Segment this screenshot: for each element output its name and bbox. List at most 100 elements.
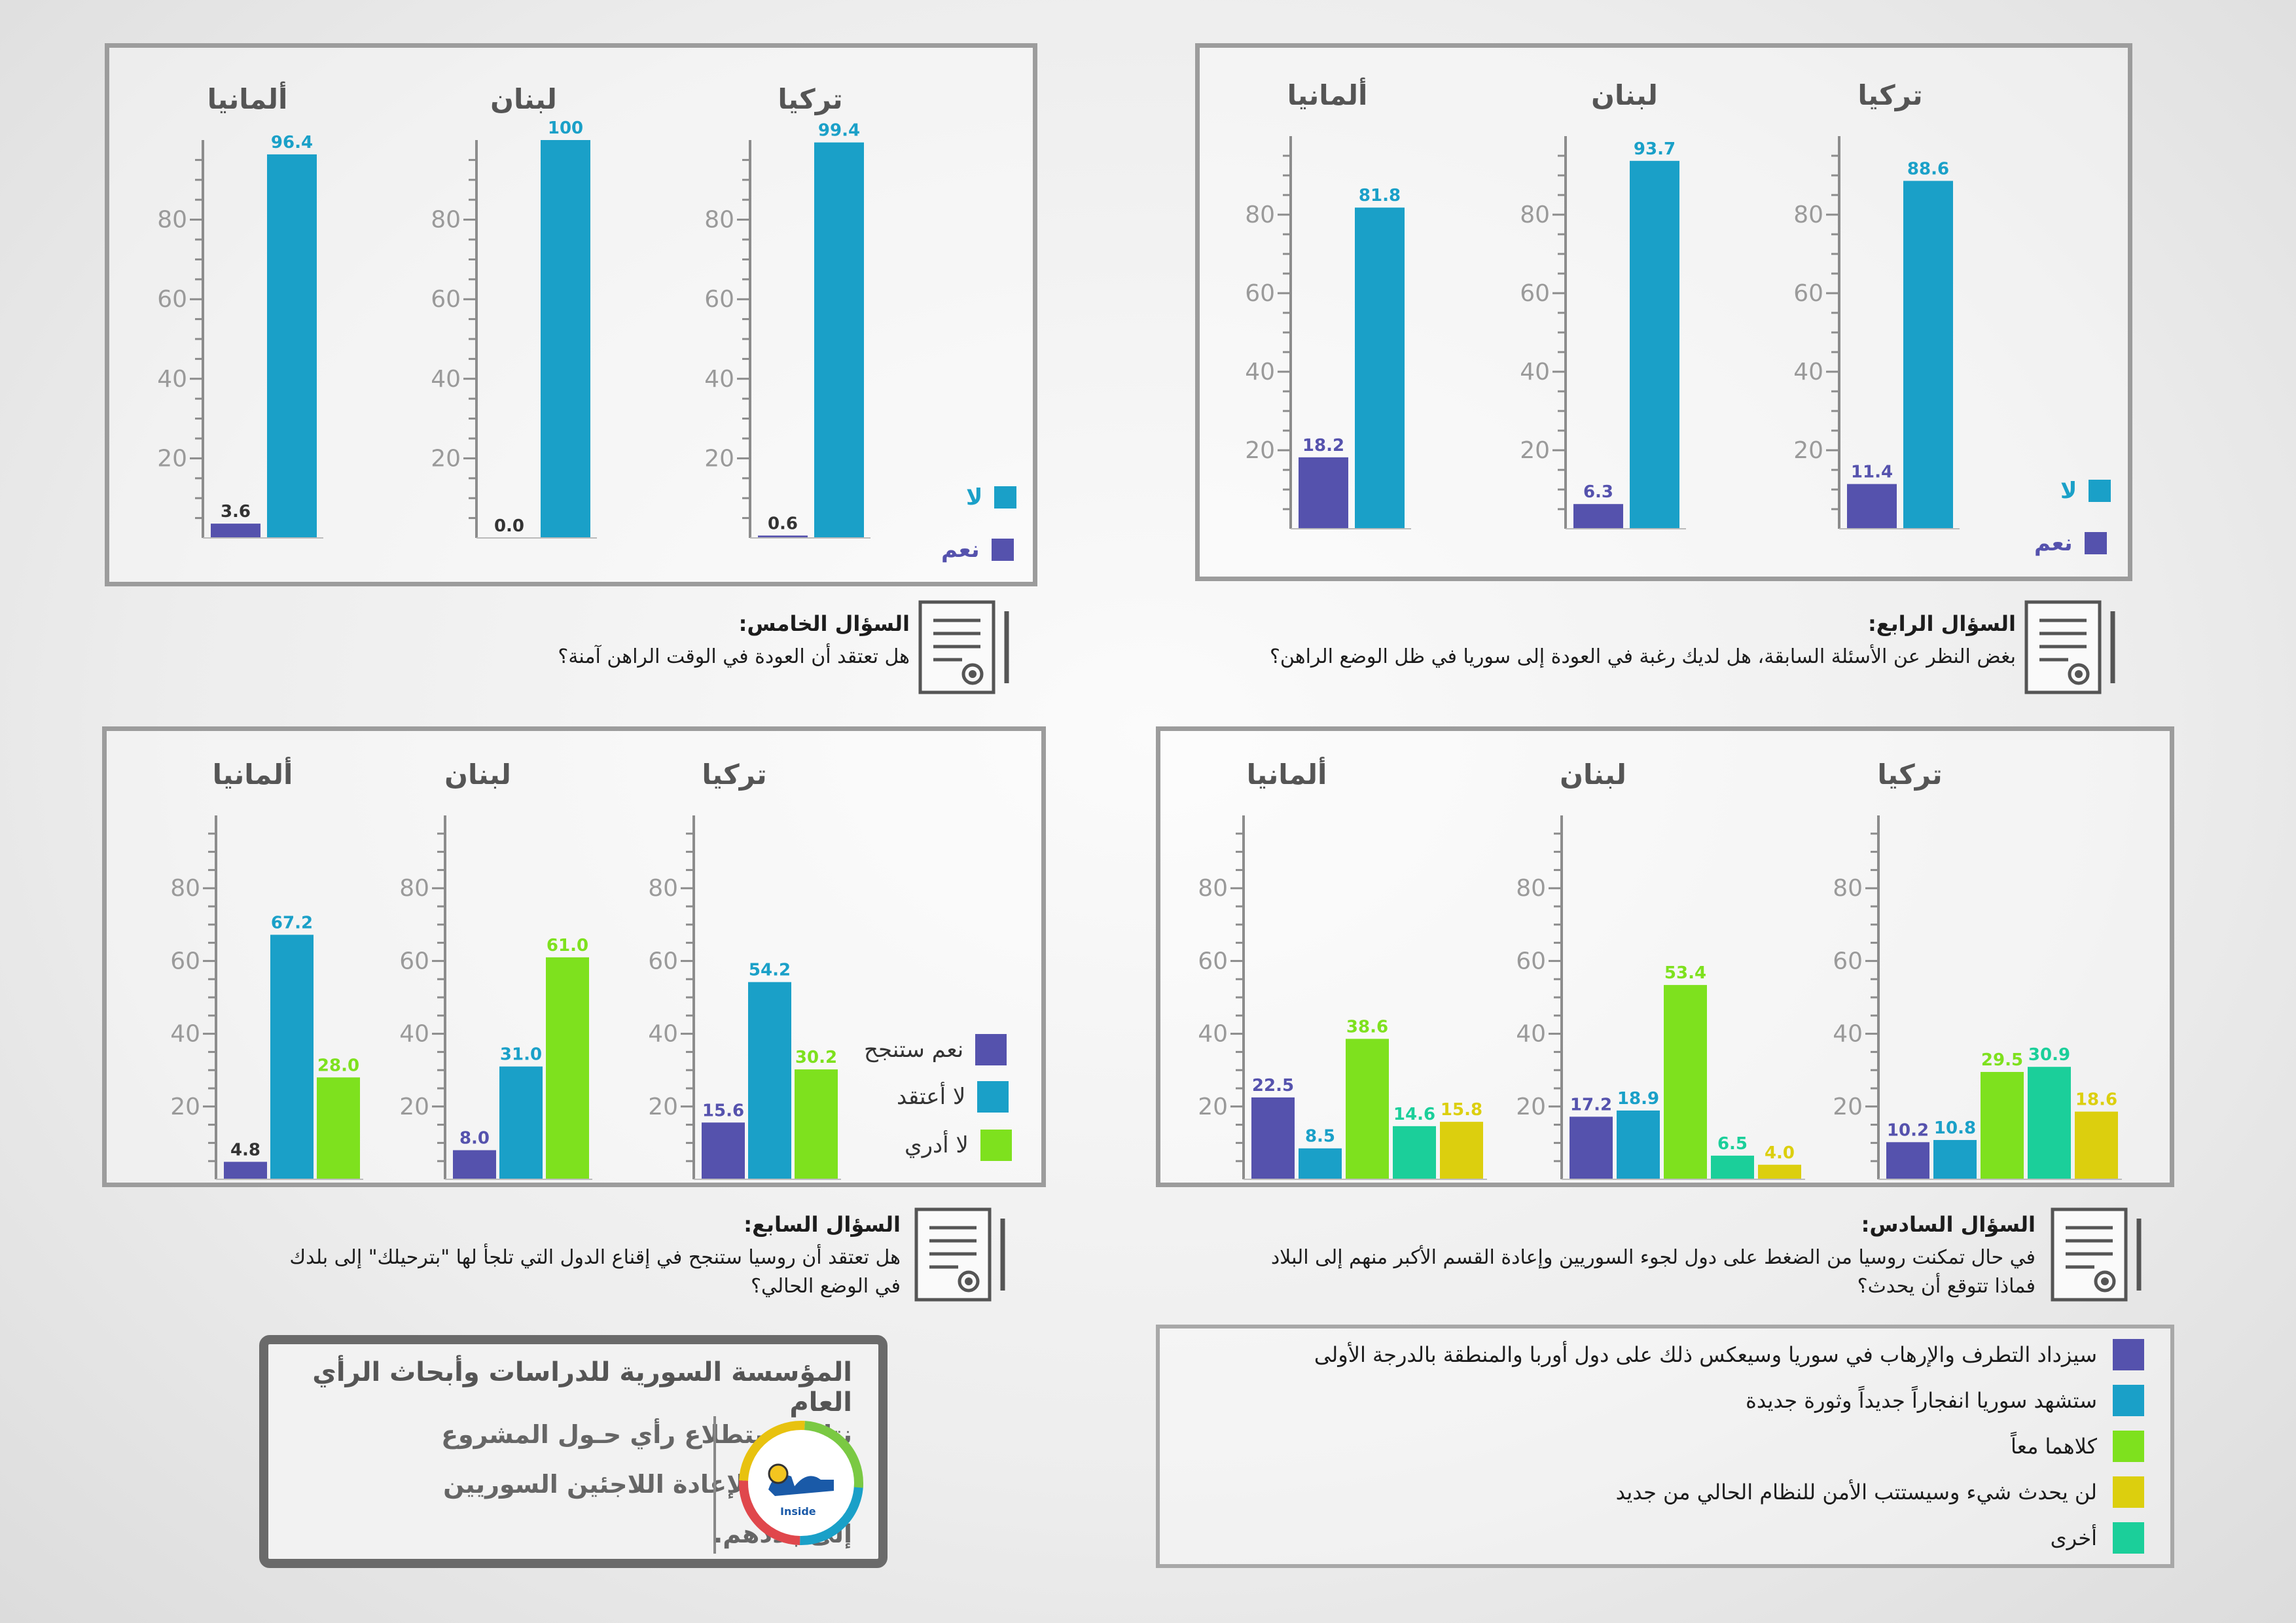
legend-label: سيزداد التطرف والإرهاب في سوريا وسيعكس ذ… [1314, 1342, 2097, 1367]
bar [1570, 1116, 1613, 1179]
data-label: 18.9 [1617, 1089, 1659, 1109]
legend-label: لن يحدث شيء وسيستتب الأمن للنظام الحالي … [1615, 1480, 2097, 1505]
tick-label: 60 [1833, 948, 1863, 974]
data-label: 3.6 [221, 502, 251, 522]
legend-q6-item: سيزداد التطرف والإرهاب في سوريا وسيعكس ذ… [1314, 1339, 2144, 1370]
tick-label: 40 [399, 1021, 429, 1048]
data-label: 99.4 [818, 121, 860, 141]
bar [758, 535, 808, 538]
tick-label: 80 [431, 207, 461, 234]
question-title: السؤال السادس: [1861, 1212, 2036, 1237]
legend-q6: سيزداد التطرف والإرهاب في سوريا وسيعكس ذ… [1156, 1325, 2174, 1568]
country-label: ألمانيا [1247, 757, 1327, 791]
tick-label: 60 [431, 286, 461, 313]
tick-label: 80 [704, 207, 734, 234]
tick-label: 60 [648, 948, 678, 974]
tick-label: 60 [1198, 948, 1228, 974]
tick-label: 40 [170, 1021, 200, 1048]
caption-q6: السؤال السادس: في حال تمكنت روسيا من الض… [1191, 1212, 2036, 1301]
data-label: 30.9 [2028, 1045, 2070, 1065]
tick-label: 80 [1198, 875, 1228, 902]
panel-q7 [102, 726, 1046, 1187]
bar [1886, 1142, 1929, 1179]
data-label: 54.2 [749, 961, 791, 980]
legend-q4-yes: نعم [2034, 530, 2107, 556]
bar [211, 524, 260, 538]
data-label: 0.6 [768, 514, 798, 533]
legend-q4-no: لا [2060, 478, 2111, 504]
tick-label: 80 [1520, 202, 1550, 228]
country-label: ألمانيا [207, 81, 288, 115]
bar [795, 1069, 838, 1179]
bar [1573, 504, 1623, 529]
tick-label: 60 [1520, 280, 1550, 307]
document-icon [2049, 1205, 2147, 1306]
country-label: تركيا [778, 83, 842, 116]
country-label: ألمانيا [213, 757, 293, 791]
bar [1664, 985, 1707, 1179]
legend-swatch-blue [977, 1081, 1009, 1113]
bar [1617, 1110, 1660, 1179]
bar [546, 957, 589, 1179]
data-label: 6.5 [1717, 1134, 1748, 1154]
tick-label: 60 [399, 948, 429, 974]
data-label: 18.2 [1302, 436, 1344, 455]
bar [1981, 1071, 2024, 1179]
tick-label: 60 [157, 286, 187, 313]
country-label: لبنان [490, 83, 557, 115]
country-label: لبنان [444, 758, 511, 791]
caption-q4: السؤال الرابع: بغض النظر عن الأسئلة السا… [1152, 611, 2016, 671]
tick-label: 60 [1245, 280, 1275, 307]
legend-q6-item: أخرى [2051, 1522, 2144, 1554]
data-label: 29.5 [1981, 1050, 2023, 1070]
data-label: 30.2 [795, 1048, 837, 1067]
tick-label: 20 [431, 445, 461, 472]
legend-swatch [2113, 1476, 2144, 1508]
data-label: 17.2 [1570, 1095, 1612, 1115]
tick-label: 80 [1516, 875, 1546, 902]
bar [453, 1150, 496, 1179]
bar [499, 1066, 543, 1179]
tick-label: 20 [399, 1094, 429, 1120]
data-label: 11.4 [1851, 463, 1893, 482]
caption-q5: السؤال الخامس: هل تعتقد أن العودة في الو… [380, 611, 910, 671]
data-label: 4.8 [230, 1140, 260, 1160]
bar [1346, 1039, 1389, 1179]
organization-box: المؤسسة السورية للدراسات وأبحاث الرأي ال… [259, 1335, 888, 1568]
tick-label: 40 [1520, 359, 1550, 385]
tick-label: 20 [1833, 1094, 1863, 1120]
tick-label: 40 [1245, 359, 1275, 385]
legend-swatch [2113, 1385, 2144, 1416]
tick-label: 80 [170, 875, 200, 902]
tick-label: 80 [648, 875, 678, 902]
legend-q6-item: ستشهد سوريا انفجاراً جديداً وثورة جديدة [1746, 1385, 2144, 1416]
data-label: 31.0 [500, 1045, 542, 1065]
data-label: 61.0 [547, 936, 588, 955]
tick-label: 40 [1793, 359, 1823, 385]
data-label: 67.2 [271, 913, 313, 933]
tick-label: 20 [1793, 437, 1823, 464]
legend-label: لا أعتقد [897, 1084, 966, 1110]
legend-q6-item: كلاهما معاً [2011, 1431, 2144, 1462]
data-label: 18.6 [2075, 1090, 2117, 1110]
country-label: لبنان [1560, 758, 1626, 791]
legend-label: نعم [2034, 530, 2073, 556]
tick-label: 40 [1516, 1021, 1546, 1048]
bar [2028, 1067, 2071, 1179]
data-label: 14.6 [1393, 1105, 1435, 1124]
legend-label: أخرى [2050, 1525, 2097, 1550]
tick-label: 20 [1198, 1094, 1228, 1120]
data-label: 4.0 [1765, 1143, 1795, 1163]
tick-label: 20 [1520, 437, 1550, 464]
question-text: هل تعتقد أن العودة في الوقت الراهن آمنة؟ [558, 645, 910, 668]
data-label: 10.2 [1887, 1120, 1929, 1140]
data-label: 96.4 [271, 133, 313, 152]
tick-label: 80 [157, 207, 187, 234]
legend-label: لا [2060, 478, 2077, 504]
bar [702, 1122, 745, 1179]
bar [1440, 1122, 1483, 1179]
data-label: 100 [548, 118, 583, 138]
tick-label: 60 [170, 948, 200, 974]
legend-label: نعم [941, 537, 980, 563]
bar [1933, 1139, 1977, 1179]
